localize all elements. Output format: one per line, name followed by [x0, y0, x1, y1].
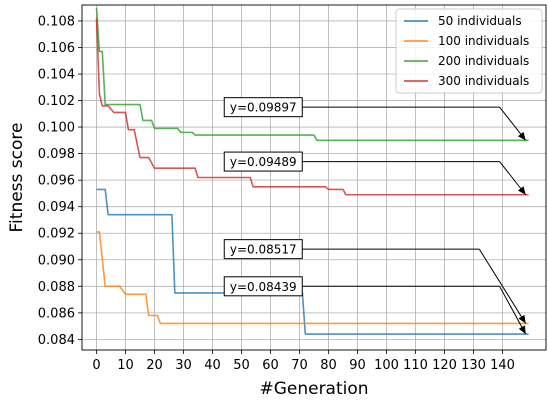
legend-entry-1: 100 individuals: [404, 34, 529, 48]
annotation-2: y=0.08517: [223, 239, 527, 324]
annotation-box: [223, 151, 303, 172]
y-tick-label: 0.092: [38, 227, 75, 242]
x-tick-label: 50: [233, 358, 250, 373]
annotation-box: [223, 276, 303, 297]
series-lines: [95, 7, 529, 335]
annotations: y=0.09897 y=0.09489 y=0.08517 y=0.08439: [223, 97, 527, 335]
legend-label: 200 individuals: [438, 54, 529, 68]
series-line-3: [95, 18, 529, 196]
annotation-arrowhead: [518, 314, 526, 324]
y-tick-label: 0.090: [38, 253, 75, 268]
x-tick-label: 90: [349, 358, 366, 373]
legend-entry-0: 50 individuals: [404, 14, 522, 28]
series-line-2: [95, 7, 529, 142]
x-tick-label: 140: [490, 358, 515, 373]
plot-border: [81, 4, 547, 351]
x-tick-label: 30: [175, 358, 192, 373]
y-tick-label: 0.098: [38, 147, 75, 162]
x-axis-label: #Generation: [259, 379, 368, 399]
x-tick-label: 130: [461, 358, 486, 373]
y-tick-label: 0.106: [38, 41, 75, 56]
annotation-arrowhead: [518, 325, 526, 335]
legend-label: 300 individuals: [438, 74, 529, 88]
x-tick-label: 110: [403, 358, 428, 373]
y-axis-ticks: 0.084 0.086 0.088 0.090 0.092 0.094 0.096 0.098…: [38, 14, 82, 348]
x-tick-label: 120: [432, 358, 457, 373]
annotation-1: y=0.09489: [223, 151, 527, 196]
y-tick-label: 0.100: [38, 121, 75, 136]
annotation-arrow-line: [499, 286, 527, 335]
x-tick-label: 70: [291, 358, 308, 373]
annotation-text: y=0.08439: [230, 280, 297, 294]
y-tick-label: 0.086: [38, 306, 75, 321]
annotation-arrow-line: [478, 248, 527, 324]
legend-entry-3: 300 individuals: [404, 74, 529, 88]
annotation-box: [223, 97, 303, 118]
annotation-arrowhead: [518, 131, 526, 141]
annotation-text: y=0.09897: [230, 101, 297, 115]
x-axis-ticks: 0 10 20 30 40 50 60 70 80 90 100 110 120 130 140: [92, 350, 515, 373]
legend-entry-2: 200 individuals: [404, 54, 529, 68]
x-tick-label: 100: [374, 358, 399, 373]
x-tick-label: 40: [204, 358, 221, 373]
y-tick-label: 0.088: [38, 280, 75, 295]
x-tick-label: 80: [320, 358, 337, 373]
y-tick-label: 0.094: [38, 200, 75, 215]
series-line-1: [96, 231, 529, 325]
legend-label: 50 individuals: [438, 14, 522, 28]
y-axis-label: Fitness score: [7, 123, 27, 233]
legend-box: [395, 8, 543, 94]
annotation-3: y=0.08439: [223, 276, 527, 335]
y-tick-label: 0.104: [38, 68, 75, 83]
x-tick-label: 20: [146, 358, 163, 373]
annotation-box: [223, 239, 303, 260]
legend: 50 individuals 100 individuals 200 individ…: [395, 8, 543, 94]
plot-frame: [81, 4, 547, 351]
x-tick-label: 0: [92, 358, 100, 373]
series-line-0: [96, 188, 529, 335]
annotation-text: y=0.09489: [230, 155, 297, 169]
annotation-0: y=0.09897: [223, 97, 527, 141]
y-tick-label: 0.108: [38, 14, 75, 29]
y-tick-label: 0.084: [38, 333, 75, 348]
y-tick-label: 0.102: [38, 94, 75, 109]
y-tick-label: 0.096: [38, 174, 75, 189]
x-tick-label: 60: [262, 358, 279, 373]
annotation-arrowhead: [518, 186, 526, 195]
annotation-text: y=0.08517: [230, 243, 297, 257]
legend-label: 100 individuals: [438, 34, 529, 48]
x-tick-label: 10: [117, 358, 134, 373]
